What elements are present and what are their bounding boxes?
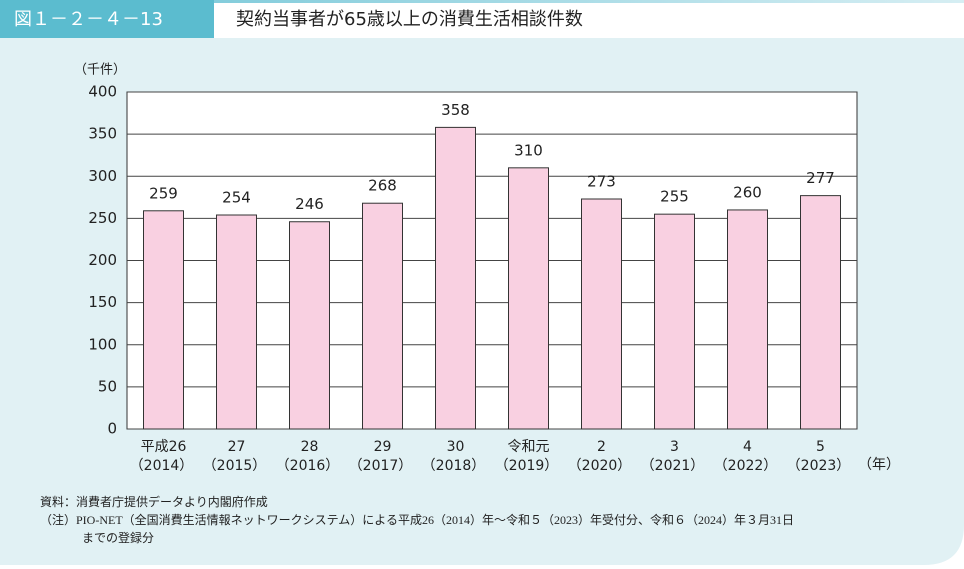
y-tick-label: 200 (88, 251, 117, 269)
x-tick-label: 30 (447, 439, 465, 455)
x-tick-sublabel: （2019） (495, 458, 559, 474)
x-tick-label: 2 (597, 439, 606, 455)
data-label: 273 (587, 172, 616, 190)
bar (216, 214, 257, 430)
x-tick-sublabel: （2015） (203, 458, 267, 474)
data-label: 268 (368, 177, 397, 195)
data-label: 260 (733, 183, 762, 201)
x-unit-label: （年） (858, 457, 900, 473)
x-tick-label: 平成26 (141, 439, 187, 455)
x-tick-label: 5 (816, 439, 825, 455)
x-tick-label: 29 (374, 439, 392, 455)
x-tick-sublabel: （2017） (349, 458, 413, 474)
x-tick-sublabel: （2021） (641, 458, 705, 474)
chart-title: 契約当事者が65歳以上の消費生活相談件数 (236, 9, 583, 30)
bar (800, 195, 841, 430)
data-label: 254 (222, 189, 251, 207)
y-tick-label: 400 (88, 83, 117, 101)
y-tick-label: 250 (88, 209, 117, 227)
data-label: 310 (514, 141, 543, 159)
bar (143, 210, 184, 430)
data-label: 259 (149, 184, 178, 202)
bar (654, 213, 695, 430)
data-label: 246 (295, 195, 324, 213)
y-tick-label: 300 (88, 167, 117, 185)
x-tick-sublabel: （2022） (714, 458, 778, 474)
figure-label-box (0, 0, 214, 38)
y-tick-label: 50 (98, 377, 117, 395)
bar (435, 126, 476, 430)
bar (581, 198, 622, 430)
data-label: 255 (660, 188, 689, 206)
x-tick-label: 3 (670, 439, 679, 455)
x-tick-sublabel: （2018） (422, 458, 486, 474)
x-tick-label: 令和元 (508, 439, 550, 455)
x-tick-label: 28 (301, 439, 319, 455)
top-rule (0, 0, 964, 3)
data-label: 358 (441, 101, 470, 119)
bar (362, 202, 403, 430)
bar (508, 167, 549, 430)
bar (727, 209, 768, 430)
x-tick-sublabel: （2014） (130, 458, 194, 474)
y-tick-label: 350 (88, 125, 117, 143)
y-tick-label: 0 (107, 420, 117, 438)
y-tick-label: 150 (88, 293, 117, 311)
y-tick-label: 100 (88, 335, 117, 353)
note: 資料：消費者庁提供データより内閣府作成 (40, 494, 268, 509)
note: までの登録分 (82, 530, 154, 545)
x-tick-sublabel: （2023） (787, 458, 851, 474)
x-tick-label: 27 (228, 439, 246, 455)
x-tick-label: 4 (743, 439, 752, 455)
bar (289, 221, 330, 430)
figure-label: 図１－２－４－13 (14, 9, 163, 30)
data-label: 277 (806, 169, 835, 187)
y-unit-label: （千件） (74, 63, 126, 78)
note: （注）PIO-NET（全国消費生活情報ネットワークシステム）による平成26（20… (40, 512, 794, 527)
x-tick-sublabel: （2020） (568, 458, 632, 474)
x-tick-sublabel: （2016） (276, 458, 340, 474)
